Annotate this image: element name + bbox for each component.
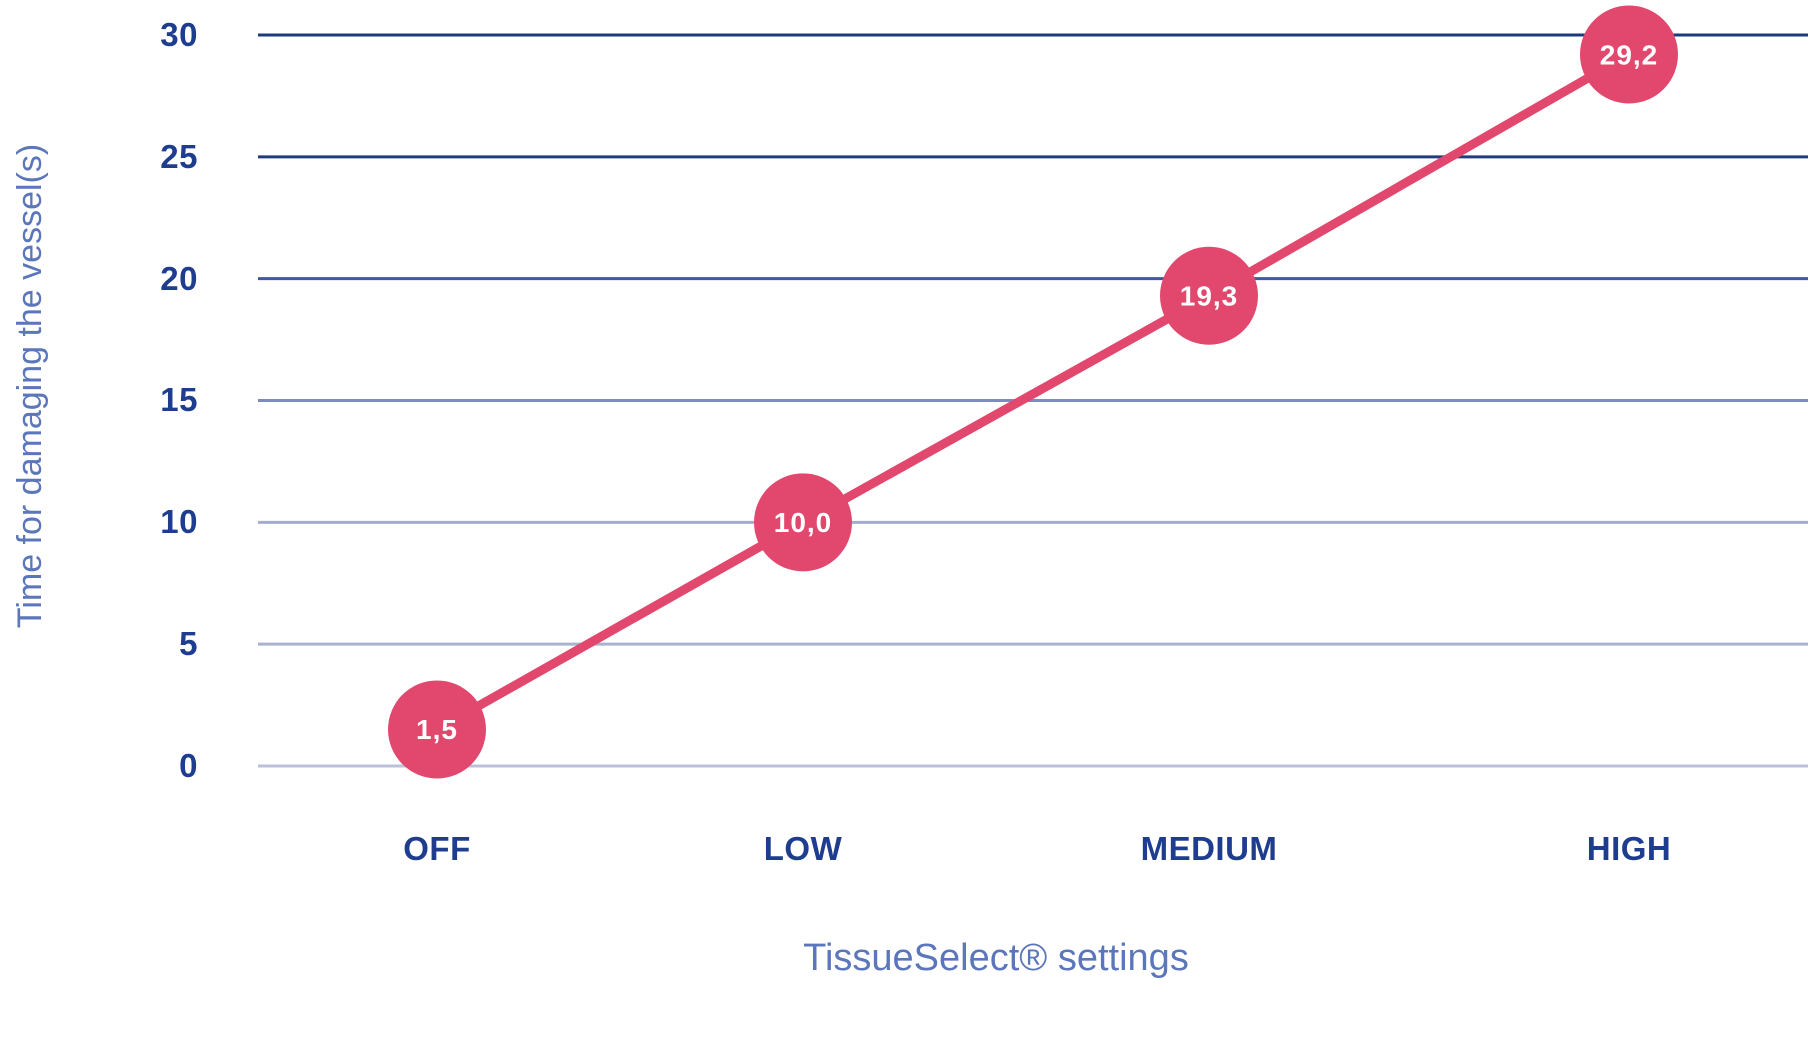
data-point-label: 19,3 [1180, 281, 1239, 312]
data-point-marker [1160, 246, 1258, 345]
x-category-label-low: LOW [763, 830, 843, 867]
data-point-label: 1,5 [416, 714, 458, 745]
y-tick-label-25: 25 [160, 137, 198, 175]
y-tick-label-20: 20 [160, 259, 198, 297]
y-tick-label-5: 5 [179, 625, 198, 663]
series-line [434, 50, 1632, 734]
data-point-marker [754, 473, 852, 572]
data-point-label: 10,0 [774, 507, 833, 538]
y-tick-label-10: 10 [160, 503, 198, 541]
data-point-marker [1580, 5, 1678, 104]
x-category-label-off: OFF [403, 830, 471, 867]
y-axis-title: Time for damaging the vessel(s) [11, 143, 49, 629]
y-tick-label-15: 15 [160, 381, 198, 419]
data-point-label: 29,2 [1600, 39, 1659, 70]
x-category-label-high: HIGH [1586, 830, 1672, 867]
y-tick-label-0: 0 [179, 747, 198, 784]
y-tick-label-30: 30 [160, 15, 198, 53]
x-axis-title: TissueSelect® settings [803, 937, 1189, 979]
x-category-label-medium: MEDIUM [1140, 830, 1278, 867]
data-point-marker [388, 680, 486, 779]
